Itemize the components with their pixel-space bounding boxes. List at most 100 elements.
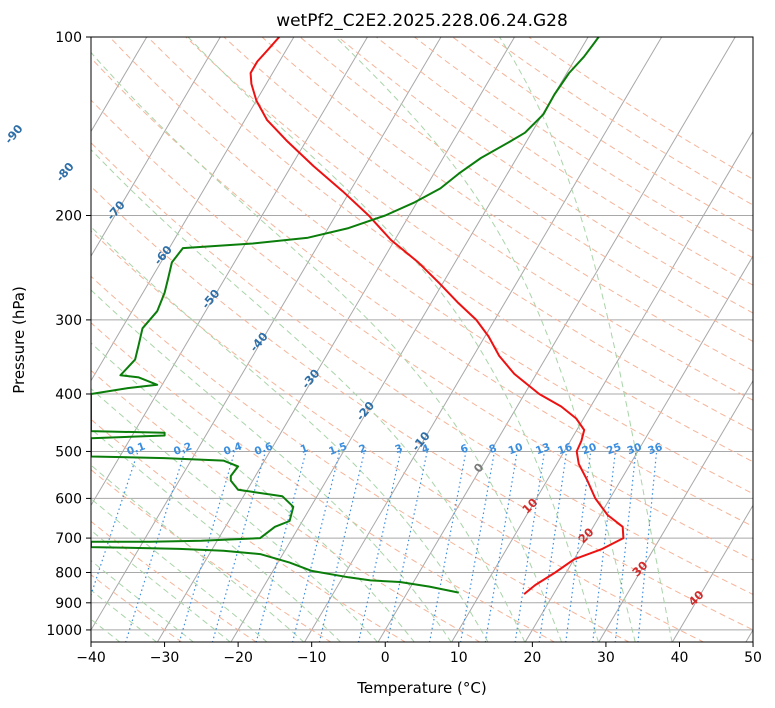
dry-adiabat-10: [91, 369, 481, 642]
mixing-ratio-label-8: 8: [487, 442, 498, 456]
dry-adiabat-20: [91, 520, 257, 642]
isotherm-70: [91, 37, 221, 258]
moist-adiabat-5: [91, 342, 415, 642]
moist-adiabat-15: [91, 226, 489, 642]
x-tick-label-20: 20: [523, 650, 541, 666]
mixing-ratio-label-30: 30: [626, 441, 644, 457]
x-axis-label: Temperature (°C): [356, 679, 486, 697]
mixing-ratio-label-0-2: 0.2: [172, 440, 194, 458]
isotherm-60: [91, 37, 295, 382]
y-tick-label-900: 900: [55, 596, 82, 612]
mixing-ratio-line-2: [318, 451, 366, 642]
x-tick-label-50: 50: [744, 650, 762, 666]
mixing-ratio-label-1: 1: [299, 442, 310, 456]
mixing-ratio-line-0-4: [178, 451, 236, 642]
moist-adiabat-25: [91, 51, 563, 642]
x-tick-label-40: 40: [671, 650, 689, 666]
dry-adiabat-150: [337, 37, 753, 314]
moist-adiabat-10: [91, 289, 452, 642]
isotherm-10: [303, 37, 663, 642]
moist-adiabat-25: [91, 559, 195, 642]
y-tick-label-600: 600: [55, 491, 82, 507]
isotherm-20: [524, 255, 753, 642]
mixing-ratio-label-25: 25: [605, 441, 623, 457]
mixing-ratio-label-13: 13: [534, 441, 552, 457]
axis-ticks: −40 −30 −20 −10 0 10 20 30 40 5010020030040050060…: [46, 30, 762, 666]
y-tick-label-200: 200: [55, 208, 82, 224]
x-tick-label-40: −40: [76, 650, 106, 666]
dry-adiabat-100: [147, 37, 753, 463]
y-axis-label: Pressure (hPa): [10, 286, 28, 394]
dry-adiabat-130: [261, 37, 753, 372]
isotherm-30: [156, 37, 515, 642]
isotherm-50: [91, 37, 368, 507]
chart-title: wetPf2_C2E2.2025.228.06.24.G28: [276, 11, 568, 31]
background-lines: [91, 37, 753, 642]
dry-adiabat-90: [109, 37, 753, 495]
mixing-ratio-line-20: [565, 451, 592, 642]
y-tick-label-500: 500: [55, 444, 82, 460]
x-tick-label-10: 10: [450, 650, 468, 666]
x-tick-label-30: −30: [150, 650, 180, 666]
mixing-ratio-line-3: [357, 451, 402, 642]
mixing-ratio-label-16: 16: [556, 441, 574, 457]
mixing-ratio-line-16: [538, 451, 568, 642]
y-tick-label-300: 300: [55, 313, 82, 329]
dry-adiabat-50: [91, 185, 753, 631]
mixing-ratio-label-0-4: 0.4: [222, 440, 244, 458]
mixing-ratio-line-4: [386, 451, 428, 642]
isotherm-20: [230, 37, 589, 642]
moist-adiabat-5: [91, 428, 342, 642]
isotherm-10: [451, 130, 753, 642]
moist-adiabat-40: [499, 37, 673, 642]
mixing-ratio-line-13: [514, 451, 546, 642]
mixing-ratio-label-3: 3: [393, 442, 404, 456]
plot-area: [91, 37, 753, 642]
mixing-ratio-line-10: [484, 451, 518, 642]
dry-adiabat-140: [299, 37, 753, 343]
y-tick-label-400: 400: [55, 387, 82, 403]
mixing-ratio-line-1-5: [292, 451, 341, 642]
y-tick-label-800: 800: [55, 565, 82, 581]
mixing-ratio-line-6: [428, 451, 467, 642]
dry-adiabat-0: [91, 418, 407, 642]
mixing-ratio-label-10: 10: [507, 441, 525, 457]
moist-adiabat-20: [91, 148, 526, 642]
mixing-ratio-label-0-1: 0.1: [125, 440, 147, 458]
mixing-ratio-line-0-6: [211, 451, 267, 642]
mixing-ratio-label-2: 2: [357, 442, 368, 456]
y-tick-label-1000: 1000: [46, 623, 82, 639]
mixing-ratio-line-36: [637, 451, 658, 642]
dry-adiabat-80: [91, 57, 753, 528]
temperature-line: [249, 37, 625, 595]
mixing-ratio-label-36: 36: [646, 441, 664, 457]
isotherm-0: [377, 37, 736, 642]
plot-frame: [90, 36, 754, 643]
dry-adiabat-30: [91, 574, 183, 642]
mixing-ratio-label-1-5: 1.5: [327, 440, 349, 458]
isotherm-40: [671, 504, 753, 642]
isotherm-30: [598, 379, 753, 642]
mixing-ratio-line-25: [592, 451, 616, 642]
x-tick-label-30: 30: [597, 650, 615, 666]
x-tick-label-20: −20: [223, 650, 253, 666]
x-tick-label-0: 0: [381, 650, 390, 666]
x-tick-label-10: −10: [297, 650, 327, 666]
moist-adiabat-30: [91, 589, 158, 642]
dry-adiabat-20: [91, 322, 556, 642]
moist-adiabat-0: [91, 388, 379, 642]
mixing-ratio-label-4: 4: [420, 442, 431, 456]
dry-adiabat-40: [91, 230, 705, 642]
mixing-ratio-line-8: [460, 451, 496, 642]
mixing-ratio-line-0-1: [91, 451, 139, 597]
mixing-ratio-label-6: 6: [459, 442, 470, 456]
dry-adiabat-30: [91, 275, 630, 642]
moist-adiabat-20: [91, 529, 231, 642]
moist-adiabat-30: [187, 37, 599, 642]
moist-adiabat-35: [335, 37, 636, 642]
mixing-ratio-label-0-6: 0.6: [253, 440, 275, 458]
y-tick-label-100: 100: [55, 30, 82, 46]
moist-adiabat-10: [91, 464, 305, 642]
sounding-lines: [91, 37, 625, 595]
